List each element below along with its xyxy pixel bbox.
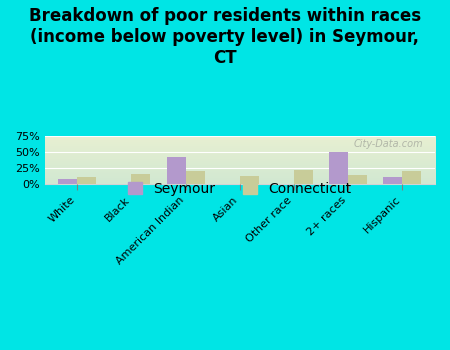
Text: City-Data.com: City-Data.com: [354, 140, 423, 149]
Bar: [383, 177, 402, 184]
Bar: [185, 171, 205, 184]
Text: Breakdown of poor residents within races
(income below poverty level) in Seymour: Breakdown of poor residents within races…: [29, 7, 421, 66]
Bar: [294, 170, 313, 184]
Bar: [240, 176, 259, 184]
Legend: Seymour, Connecticut: Seymour, Connecticut: [122, 175, 358, 203]
Bar: [58, 179, 77, 184]
Bar: [77, 177, 96, 184]
Bar: [329, 152, 348, 184]
Bar: [348, 175, 367, 184]
Bar: [131, 174, 150, 184]
Bar: [402, 171, 422, 184]
Bar: [166, 157, 185, 184]
